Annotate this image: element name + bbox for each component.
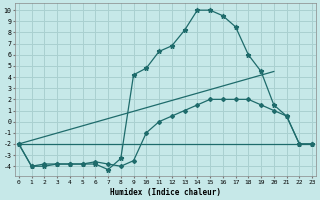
X-axis label: Humidex (Indice chaleur): Humidex (Indice chaleur) — [110, 188, 221, 197]
